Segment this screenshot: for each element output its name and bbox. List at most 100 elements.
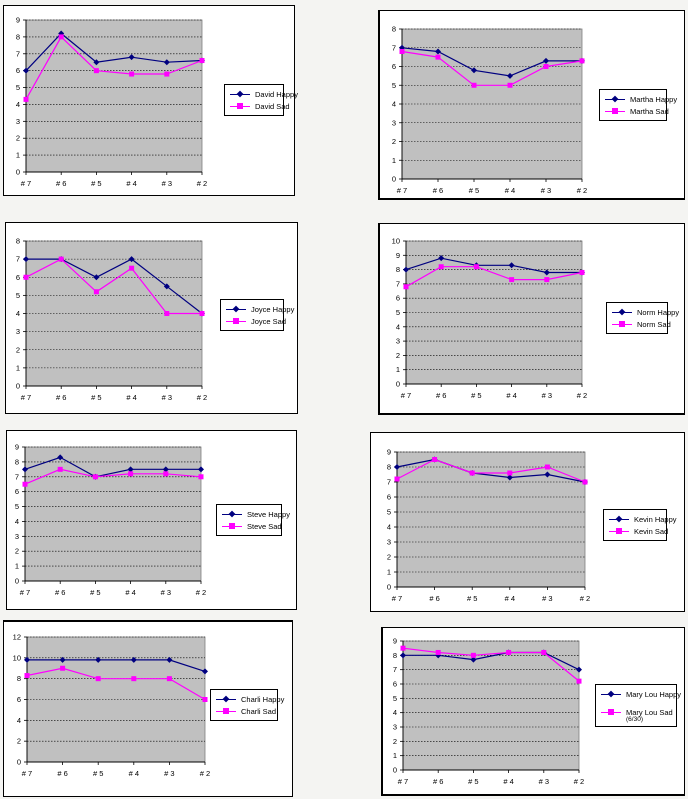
happy-data-point [162, 466, 169, 473]
happy-marker-icon [601, 690, 621, 698]
x-tick-label: # 4 [503, 777, 513, 786]
sad-marker-icon [222, 522, 242, 530]
x-tick-label: # 6 [55, 588, 65, 597]
y-tick-label: 9 [393, 637, 397, 646]
sad-data-point [471, 82, 477, 88]
happy-data-point [544, 471, 551, 478]
y-tick-label: 7 [396, 279, 400, 288]
x-tick-label: # 2 [574, 777, 584, 786]
sad-data-point [438, 264, 444, 270]
y-tick-label: 6 [387, 493, 391, 502]
y-tick-label: 12 [13, 633, 21, 642]
sad-data-point [164, 71, 170, 77]
y-tick-label: 2 [16, 134, 20, 143]
legend-charli: Charli Happy Charli Sad [210, 689, 284, 721]
happy-data-point [506, 474, 513, 481]
sad-data-point [95, 676, 101, 682]
y-tick-label: 10 [392, 237, 400, 246]
legend-mary-lou: Mary Lou Happy Mary Lou Sad (6/30) [595, 684, 681, 727]
x-tick-label: # 6 [433, 186, 443, 195]
x-tick-label: # 6 [436, 391, 446, 400]
sad-data-point [579, 269, 585, 275]
x-tick-label: # 3 [542, 391, 552, 400]
x-tick-label: # 5 [90, 588, 100, 597]
y-tick-label: 10 [13, 653, 21, 662]
x-tick-label: # 4 [125, 588, 135, 597]
plot-area [402, 640, 580, 771]
y-tick-label: 5 [387, 508, 391, 517]
y-tick-label: 8 [17, 674, 21, 683]
y-tick-label: 0 [387, 583, 391, 592]
sad-data-point [506, 649, 512, 655]
y-tick-label: 1 [16, 363, 20, 372]
sad-data-point [435, 54, 441, 60]
y-tick-label: 5 [16, 291, 20, 300]
x-tick-label: # 3 [542, 594, 552, 603]
x-tick-label: # 7 [21, 179, 31, 188]
sad-series-line [396, 458, 586, 483]
happy-data-point [163, 59, 170, 66]
sad-marker-icon [605, 107, 625, 115]
sad-data-point [435, 649, 441, 655]
happy-data-point [130, 656, 137, 663]
y-tick-label: 6 [16, 66, 20, 75]
legend-item-sad: David Sad [230, 100, 290, 112]
chart-charli: 0 2 4 6 8 10 12 # 7 # 6 # 5 # 4 # 3 # 2 [13, 633, 211, 779]
plot-area [24, 446, 202, 582]
y-tick-label: 4 [393, 708, 397, 717]
happy-series-line [25, 32, 203, 72]
legend-item-sad: Martha Sad [605, 105, 669, 117]
happy-data-point [163, 283, 170, 290]
happy-data-point [508, 262, 515, 269]
happy-series-line [403, 651, 580, 671]
y-tick-label: 9 [387, 448, 391, 457]
sad-data-point [93, 68, 99, 74]
y-tick-label: 5 [393, 694, 397, 703]
x-tick-label: # 3 [539, 777, 549, 786]
legend-item-happy: Martha Happy [605, 93, 677, 105]
sad-data-point [58, 256, 64, 262]
y-tick-label: 0 [16, 382, 20, 391]
legend-item-happy: Kevin Happy [609, 513, 677, 525]
y-tick-label: 1 [15, 562, 19, 571]
sad-data-point [544, 277, 550, 283]
x-tick-label: # 4 [505, 594, 515, 603]
y-tick-label: 7 [15, 472, 19, 481]
happy-data-point [435, 652, 442, 659]
y-tick-label: 9 [15, 443, 19, 452]
sad-data-point [131, 676, 137, 682]
happy-data-point [470, 656, 477, 663]
y-tick-label: 6 [396, 294, 400, 303]
y-tick-label: 7 [387, 478, 391, 487]
legend-item-sad: Mary Lou Sad [601, 706, 673, 718]
happy-data-point [166, 656, 173, 663]
happy-data-point [438, 255, 445, 262]
happy-data-point [23, 67, 29, 74]
x-tick-label: # 7 [398, 777, 408, 786]
y-tick-label: 2 [396, 351, 400, 360]
y-tick-label: 9 [16, 16, 20, 25]
x-tick-label: # 4 [129, 769, 139, 778]
y-tick-label: 3 [396, 337, 400, 346]
chart-martha: 0 1 2 3 4 5 6 7 8 # 7 # 6 # 5 # 4 # 3 # 2 [392, 25, 587, 196]
happy-data-point [57, 454, 64, 461]
y-tick-label: 5 [396, 308, 400, 317]
legend-kevin: Kevin Happy Kevin Sad [603, 509, 677, 541]
y-tick-label: 3 [15, 532, 19, 541]
sad-data-point [164, 311, 170, 316]
y-tick-label: 5 [392, 81, 396, 90]
x-tick-label: # 6 [429, 594, 439, 603]
sad-series-line [405, 266, 583, 288]
y-tick-label: 4 [16, 100, 20, 109]
y-tick-label: 2 [393, 737, 397, 746]
y-tick-label: 3 [392, 118, 396, 127]
sad-data-point [544, 464, 550, 470]
y-tick-label: 1 [387, 568, 391, 577]
y-tick-label: 6 [16, 273, 20, 282]
sad-data-point [92, 474, 98, 480]
sad-series-line [26, 667, 206, 701]
sad-data-point [199, 58, 205, 64]
happy-data-point [127, 466, 134, 473]
sad-data-point [541, 649, 547, 655]
sad-data-point [198, 474, 204, 480]
